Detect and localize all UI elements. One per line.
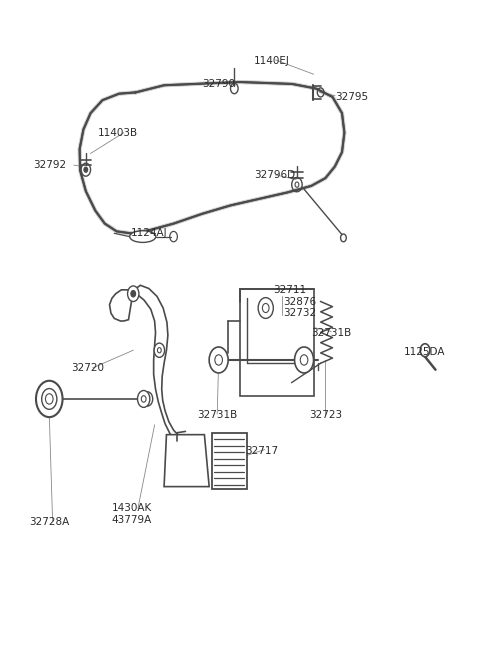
Text: 32795: 32795	[335, 92, 368, 102]
Text: 32717: 32717	[245, 446, 278, 456]
Text: 1140EJ: 1140EJ	[254, 56, 290, 66]
Circle shape	[128, 286, 139, 301]
Circle shape	[46, 394, 53, 404]
Text: 32796D: 32796D	[254, 170, 295, 180]
Text: 1124AJ: 1124AJ	[131, 229, 168, 238]
Circle shape	[131, 290, 136, 297]
Circle shape	[36, 381, 62, 417]
Polygon shape	[164, 435, 209, 487]
Text: 1125DA: 1125DA	[404, 347, 445, 357]
Text: 32723: 32723	[309, 410, 342, 420]
Circle shape	[142, 392, 153, 406]
Circle shape	[258, 297, 273, 318]
Circle shape	[154, 343, 165, 358]
Text: 32790: 32790	[202, 79, 235, 89]
Circle shape	[295, 347, 313, 373]
Text: 11403B: 11403B	[97, 128, 138, 138]
Circle shape	[420, 344, 430, 357]
Ellipse shape	[130, 231, 156, 242]
Circle shape	[137, 390, 150, 407]
Text: 32876: 32876	[283, 297, 316, 307]
Circle shape	[84, 167, 88, 172]
Text: 32728A: 32728A	[29, 517, 69, 527]
Text: 32732: 32732	[283, 309, 316, 318]
Text: 1430AK: 1430AK	[112, 503, 152, 513]
Polygon shape	[109, 286, 190, 445]
Circle shape	[209, 347, 228, 373]
Text: 32792: 32792	[34, 160, 67, 170]
Text: 32731B: 32731B	[311, 328, 351, 338]
Bar	[212, 434, 247, 489]
Text: 32711: 32711	[273, 285, 306, 295]
Text: 32720: 32720	[72, 363, 105, 373]
Text: 32731B: 32731B	[197, 410, 238, 420]
Text: 43779A: 43779A	[112, 515, 152, 525]
Bar	[240, 289, 313, 396]
